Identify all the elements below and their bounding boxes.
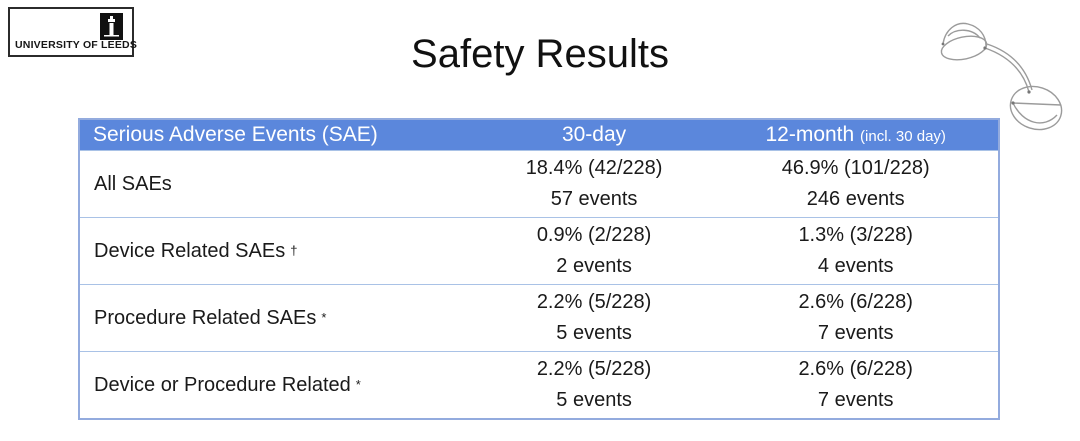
table-row: Device or Procedure Related * 2.2% (5/228… [80,351,998,418]
rate-value: 1.3% (3/228) [798,224,913,246]
row-label-text: All SAEs [94,172,172,195]
table-row: All SAEs 18.4% (42/228) 57 events 46.9% … [80,150,998,217]
events-value: 5 events [556,389,632,411]
table-row: Procedure Related SAEs * 2.2% (5/228) 5 e… [80,284,998,351]
row-label: All SAEs [80,151,475,217]
header-30-day: 30-day [561,123,627,146]
cell-12-month: 1.3% (3/228) 4 events [713,218,998,284]
row-label-text: Device or Procedure Related [94,373,351,396]
header-12-month-label: 12-month [765,123,855,146]
header-sae: Serious Adverse Events (SAE) [93,123,378,146]
logo-text: UNIVERSITY OF LEEDS [15,39,138,51]
rate-value: 0.9% (2/228) [536,224,652,246]
events-value: 246 events [806,188,905,210]
rate-value: 2.6% (6/228) [798,291,913,313]
events-value: 2 events [556,255,632,277]
rate-value: 2.2% (5/228) [536,358,652,380]
leeds-parkinson-tower-icon [100,13,123,40]
cell-12-month: 2.6% (6/228) 7 events [713,285,998,351]
events-value: 57 events [550,188,638,210]
sae-results-table: Serious Adverse Events (SAE) 30-day 12-m… [78,118,1000,420]
table-header-row: Serious Adverse Events (SAE) 30-day 12-m… [80,120,998,150]
rate-value: 18.4% (42/228) [525,157,663,179]
rate-value: 2.2% (5/228) [536,291,652,313]
header-12-month: 12-month (incl. 30 day) [713,120,998,152]
cell-30-day: 0.9% (2/228) 2 events [475,218,714,284]
cell-12-month: 46.9% (101/228) 246 events [713,151,998,217]
cell-30-day: 2.2% (5/228) 5 events [475,352,714,418]
row-label-text: Procedure Related SAEs [94,306,317,329]
row-label-text: Device Related SAEs [94,239,286,262]
table-row: Device Related SAEs † 0.9% (2/228) 2 even… [80,217,998,284]
row-label: Device or Procedure Related * [94,373,361,396]
events-value: 5 events [556,322,632,344]
university-of-leeds-logo: UNIVERSITY OF LEEDS [8,7,138,57]
events-value: 7 events [817,322,894,344]
cell-30-day: 2.2% (5/228) 5 events [475,285,714,351]
rate-value: 46.9% (101/228) [781,157,930,179]
events-value: 4 events [817,255,894,277]
row-label: Procedure Related SAEs * [94,306,327,329]
header-12-month-note: (incl. 30 day) [860,128,946,145]
cell-30-day: 18.4% (42/228) 57 events [475,151,714,217]
rate-value: 2.6% (6/228) [798,358,913,380]
cell-12-month: 2.6% (6/228) 7 events [713,352,998,418]
row-label: Device Related SAEs † [94,239,298,262]
slide-title: Safety Results [411,32,669,76]
events-value: 7 events [817,389,894,411]
wireframe-implant-device-illustration [940,22,1063,131]
